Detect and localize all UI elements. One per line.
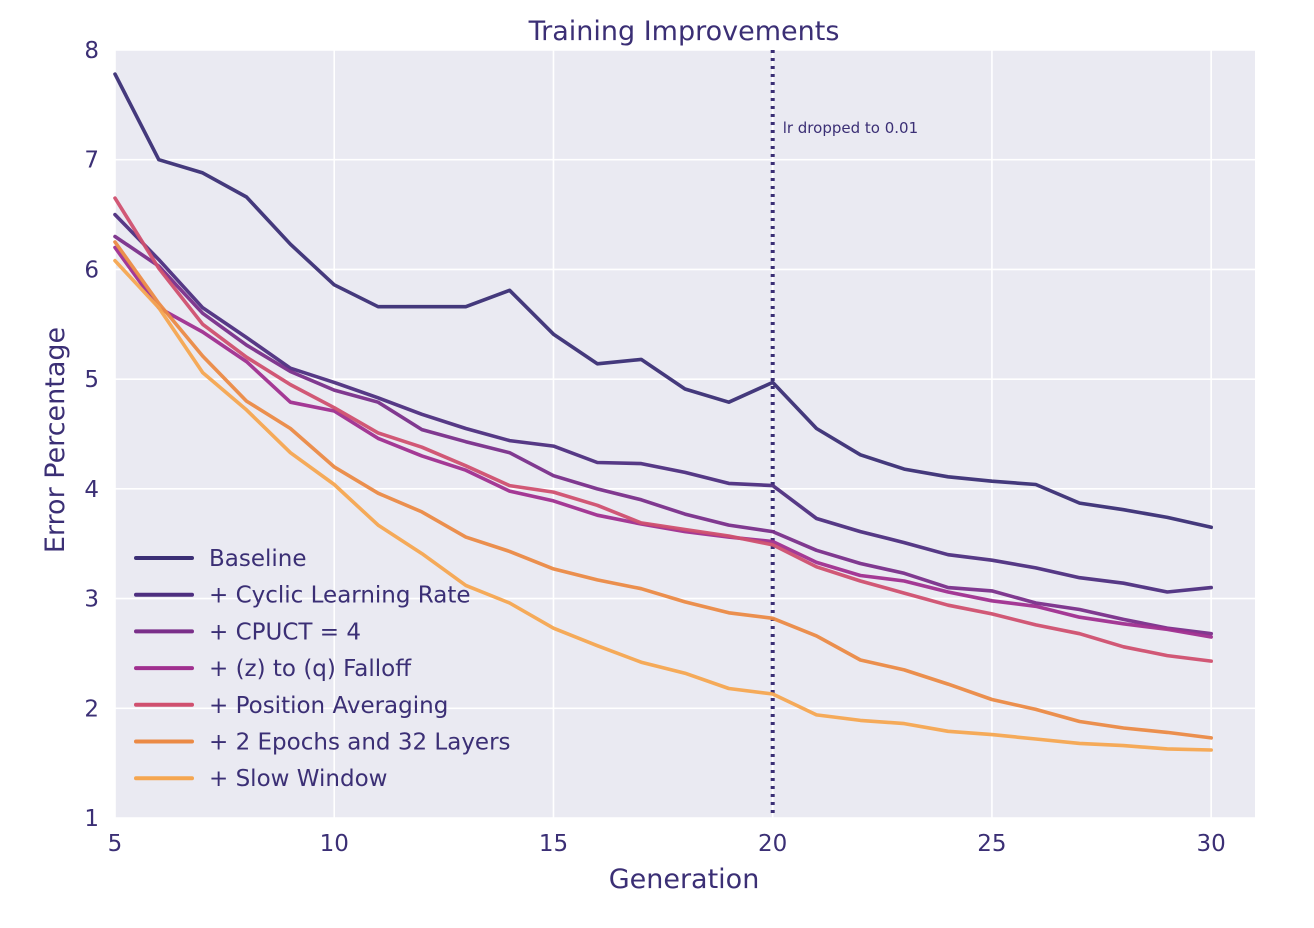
x-tick-label: 25 — [977, 831, 1006, 857]
y-tick-label: 5 — [84, 367, 99, 393]
legend-label: Baseline — [209, 546, 307, 572]
y-tick-label: 8 — [84, 38, 99, 64]
series-line-2 — [113, 234, 1213, 636]
series-line-1 — [113, 212, 1213, 594]
series-line-4 — [113, 196, 1213, 663]
y-tick-label: 7 — [84, 148, 99, 174]
annotation-text: lr dropped to 0.01 — [783, 119, 918, 137]
x-tick-label: 20 — [758, 831, 787, 857]
grid — [114, 49, 1255, 819]
x-axis-label: Generation — [609, 864, 760, 895]
legend-label: + (z) to (q) Falloff — [209, 656, 412, 682]
x-tick-label: 5 — [108, 831, 123, 857]
legend-label: + CPUCT = 4 — [209, 619, 361, 645]
y-tick-label: 6 — [84, 257, 99, 283]
legend-label: + Slow Window — [209, 766, 387, 792]
legend: Baseline + Cyclic Learning Rate + CPUCT = … — [134, 546, 511, 792]
series-line-5 — [113, 240, 1213, 740]
plot-area — [115, 50, 1255, 818]
y-tick-label: 2 — [84, 696, 99, 722]
series-layer — [113, 72, 1213, 752]
x-tick-label: 15 — [539, 831, 568, 857]
x-tick-label: 30 — [1197, 831, 1226, 857]
series-line-6 — [113, 258, 1213, 752]
y-tick-label: 4 — [84, 477, 99, 503]
y-tick-label: 1 — [84, 806, 99, 832]
legend-label: + Position Averaging — [209, 693, 448, 719]
legend-label: + Cyclic Learning Rate — [209, 583, 471, 609]
y-axis-label: Error Percentage — [40, 327, 71, 553]
y-tick-label: 3 — [84, 587, 99, 613]
annotation-layer: lr dropped to 0.01 — [770, 50, 918, 818]
series-line-0 — [113, 72, 1213, 530]
tick-labels: 5 10 15 20 25 30 1 2 3 4 5 6 7 8 — [84, 38, 1225, 857]
chart-title: Training Improvements — [528, 16, 840, 47]
legend-label: + 2 Epochs and 32 Layers — [209, 730, 511, 756]
x-tick-label: 10 — [320, 831, 349, 857]
